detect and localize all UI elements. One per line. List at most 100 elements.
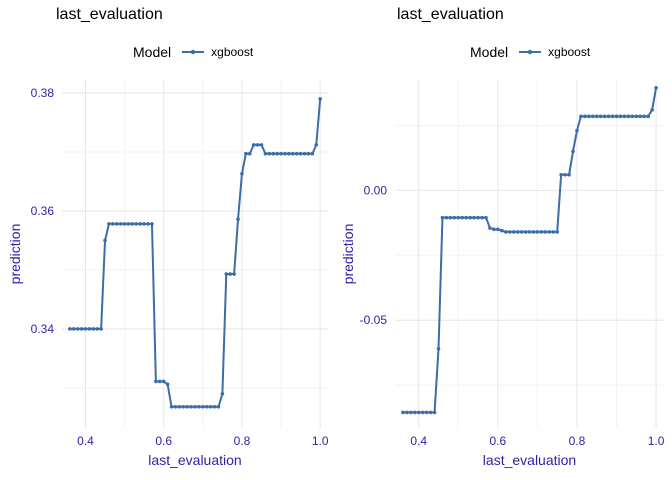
legend: Model xgboost (470, 44, 590, 60)
data-point (259, 143, 264, 147)
data-point (271, 151, 276, 156)
data-point (480, 215, 484, 220)
y-tick-label: 0.00 (364, 183, 388, 197)
data-point (464, 215, 469, 220)
data-point (543, 230, 548, 234)
data-point (91, 327, 96, 331)
legend-label: xgboost (548, 45, 591, 59)
chart-title: last_evaluation (56, 6, 163, 23)
x-axis-title: last_evaluation (483, 452, 576, 468)
y-axis-title: prediction (340, 224, 356, 285)
data-point (95, 327, 100, 331)
data-point (456, 215, 461, 220)
data-point (401, 410, 405, 415)
data-point (646, 114, 650, 119)
data-point (515, 230, 520, 234)
data-point (547, 230, 552, 234)
data-point (298, 151, 303, 156)
minor-gridlines (395, 80, 664, 428)
data-point (212, 404, 217, 409)
data-point (432, 410, 437, 415)
data-point (496, 227, 500, 232)
data-point (118, 222, 123, 226)
data-point (587, 114, 591, 119)
data-point (306, 151, 311, 156)
series-line (402, 87, 658, 414)
data-point (251, 143, 256, 147)
major-gridlines (62, 80, 328, 428)
data-point (177, 404, 182, 409)
data-point (201, 404, 205, 409)
data-point (228, 272, 233, 276)
data-point (169, 404, 174, 409)
data-point (240, 171, 244, 176)
data-point (539, 230, 544, 234)
data-point (189, 404, 193, 409)
data-point (232, 272, 236, 276)
x-tick-label: 1.0 (648, 434, 665, 448)
data-point (630, 114, 635, 119)
data-point (618, 114, 623, 119)
data-point (220, 391, 225, 396)
data-point (157, 379, 162, 384)
data-point (590, 114, 595, 119)
data-point (468, 215, 472, 220)
major-gridlines (395, 80, 664, 428)
legend-key-icon (182, 49, 205, 55)
data-point (409, 410, 413, 415)
data-point (275, 151, 279, 156)
data-point (142, 222, 146, 226)
x-axis-title: last_evaluation (148, 452, 241, 468)
data-point (283, 151, 287, 156)
data-point (579, 114, 583, 119)
chart-panel-right: last_evaluation Model xgboost 0.4 0.6 0.8 1… (336, 0, 672, 480)
data-point (523, 230, 528, 234)
data-point (279, 151, 283, 156)
plot-area: 0.4 0.6 0.8 1.0 0.34 0.36 0.38 last_evaluation p… (7, 80, 329, 468)
data-point (575, 128, 579, 133)
data-point (87, 327, 92, 331)
plot-area: 0.4 0.6 0.8 1.0 -0.05 0.00 last_evaluation pred… (340, 80, 665, 468)
data-point (626, 114, 631, 119)
y-tick-label: -0.05 (360, 313, 388, 327)
y-tick-label: 0.36 (31, 204, 55, 218)
data-point (412, 410, 417, 415)
data-point (614, 114, 619, 119)
data-point (134, 222, 139, 226)
data-point (318, 97, 322, 101)
data-point (405, 410, 409, 415)
data-point (535, 230, 540, 234)
chart-title: last_evaluation (397, 6, 504, 23)
data-point (428, 410, 433, 415)
data-point (503, 230, 508, 234)
data-point (436, 346, 441, 351)
minor-gridlines (62, 80, 328, 428)
data-point (511, 230, 516, 234)
x-tick-label: 0.6 (155, 434, 172, 448)
data-point (424, 410, 429, 415)
data-point (551, 230, 556, 234)
data-point (452, 215, 457, 220)
data-point (440, 215, 445, 220)
data-point (224, 272, 229, 276)
y-axis-title: prediction (7, 224, 23, 285)
data-point (130, 222, 135, 226)
x-tick-label: 0.8 (234, 434, 251, 448)
data-point (107, 222, 111, 226)
x-tick-label: 0.4 (77, 434, 94, 448)
data-point (567, 172, 571, 177)
x-tick-label: 0.4 (410, 434, 427, 448)
legend-title: Model (133, 44, 172, 60)
data-point (197, 404, 201, 409)
data-point (173, 404, 178, 409)
data-point (527, 230, 532, 234)
data-point (75, 327, 80, 331)
data-point (492, 227, 496, 232)
data-point (208, 404, 213, 409)
chart-panel-left: last_evaluation Model xgboost 0.4 0.6 0.8 1… (7, 6, 329, 468)
data-point (287, 151, 291, 156)
data-point (488, 226, 492, 230)
data-point (122, 222, 127, 226)
data-point (638, 114, 643, 119)
data-point (263, 151, 268, 156)
